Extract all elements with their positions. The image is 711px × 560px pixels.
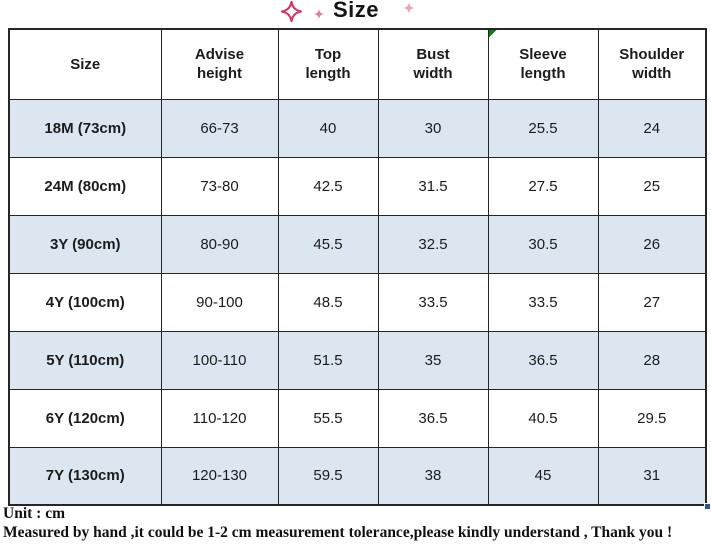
size-row-label: 18M (73cm) [8, 98, 162, 158]
table-cell: 100-110 [160, 330, 279, 390]
table-cell: 26 [597, 214, 707, 274]
table-row-18m: 18M (73cm) 66-73 40 30 25.5 24 [8, 98, 707, 158]
table-cell: 110-120 [160, 388, 279, 448]
table-cell: 24 [597, 98, 707, 158]
table-cell: 25 [597, 156, 707, 216]
table-row-6y: 6Y (120cm) 110-120 55.5 36.5 40.5 29.5 [8, 388, 707, 448]
table-cell: 27.5 [487, 156, 599, 216]
sparkle-right-icon [403, 2, 415, 14]
size-row-label: 4Y (100cm) [8, 272, 162, 332]
table-cell: 48.5 [277, 272, 379, 332]
table-cell: 40 [277, 98, 379, 158]
table-cell: 90-100 [160, 272, 279, 332]
table-cell: 36.5 [487, 330, 599, 390]
table-cell: 31.5 [377, 156, 489, 216]
table-cell: 33.5 [487, 272, 599, 332]
sparkle-outline-icon [281, 1, 302, 22]
table-cell: 40.5 [487, 388, 599, 448]
cell-corner-flag-icon [488, 30, 497, 38]
tolerance-note: Measured by hand ,it could be 1-2 cm mea… [3, 524, 673, 541]
size-row-label: 5Y (110cm) [8, 330, 162, 390]
table-row-24m: 24M (80cm) 73-80 42.5 31.5 27.5 25 [8, 156, 707, 216]
table-cell: 25.5 [487, 98, 599, 158]
column-header-size: Size [8, 28, 162, 100]
table-cell: 80-90 [160, 214, 279, 274]
footer-notes: Unit : cm Measured by hand ,it could be … [3, 504, 708, 542]
size-row-label: 6Y (120cm) [8, 388, 162, 448]
table-cell: 55.5 [277, 388, 379, 448]
table-cell: 45 [487, 446, 599, 506]
table-row-3y: 3Y (90cm) 80-90 45.5 32.5 30.5 26 [8, 214, 707, 274]
table-cell: 73-80 [160, 156, 279, 216]
table-cell: 42.5 [277, 156, 379, 216]
table-row-7y: 7Y (130cm) 120-130 59.5 38 45 31 [8, 446, 707, 506]
table-cell: 27 [597, 272, 707, 332]
table-cell: 38 [377, 446, 489, 506]
header-row: Size Advise height Top length Bust width… [8, 28, 707, 100]
table-cell: 59.5 [277, 446, 379, 506]
column-header-advise-height: Advise height [160, 28, 279, 100]
table-cell: 32.5 [377, 214, 489, 274]
size-chart-container: Size Advise height Top length Bust width… [8, 28, 711, 510]
size-row-label: 24M (80cm) [8, 156, 162, 216]
table-cell: 33.5 [377, 272, 489, 332]
column-header-bust-width: Bust width [377, 28, 489, 100]
unit-note: Unit : cm [3, 505, 65, 522]
page-title: Size [333, 0, 380, 22]
table-cell: 36.5 [377, 388, 489, 448]
table-cell: 120-130 [160, 446, 279, 506]
sparkle-small-icon [314, 9, 324, 19]
table-cell: 35 [377, 330, 489, 390]
table-cell: 30 [377, 98, 489, 158]
title-bar: Size [0, 0, 711, 28]
column-header-shoulder-width: Shoulder width [597, 28, 707, 100]
size-chart-table: Size Advise height Top length Bust width… [8, 28, 707, 506]
size-row-label: 7Y (130cm) [8, 446, 162, 506]
size-row-label: 3Y (90cm) [8, 214, 162, 274]
table-row-4y: 4Y (100cm) 90-100 48.5 33.5 33.5 27 [8, 272, 707, 332]
column-header-top-length: Top length [277, 28, 379, 100]
table-row-5y: 5Y (110cm) 100-110 51.5 35 36.5 28 [8, 330, 707, 390]
table-cell: 51.5 [277, 330, 379, 390]
table-cell: 29.5 [597, 388, 707, 448]
table-cell: 66-73 [160, 98, 279, 158]
column-header-sleeve-length: Sleeve length [487, 28, 599, 100]
table-cell: 28 [597, 330, 707, 390]
table-cell: 30.5 [487, 214, 599, 274]
table-cell: 31 [597, 446, 707, 506]
table-cell: 45.5 [277, 214, 379, 274]
